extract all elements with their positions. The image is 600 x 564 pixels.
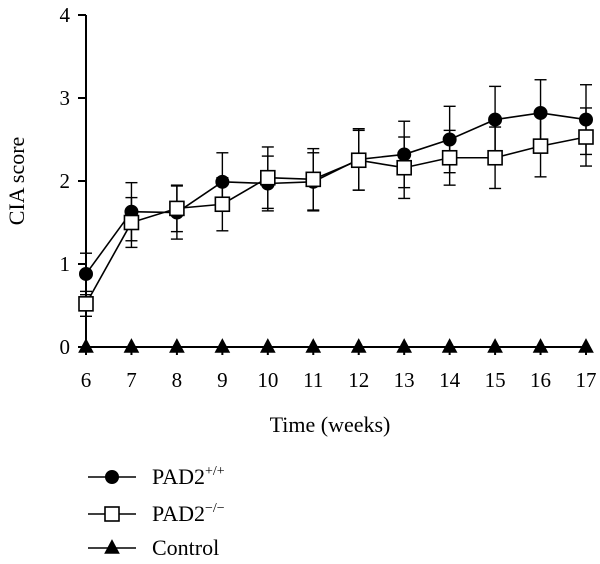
legend-marker [104, 506, 120, 522]
x-ticks: 6 7 8 9 10 11 12 13 14 15 16 17 [81, 347, 597, 392]
x-tick-label: 6 [81, 368, 92, 392]
series-2 [78, 338, 594, 353]
data-point [214, 338, 231, 353]
data-point [396, 159, 412, 176]
data-point [169, 338, 185, 353]
data-point [260, 169, 276, 186]
data-point [78, 338, 94, 353]
x-tick-label: 16 [530, 368, 551, 392]
series-line [85, 136, 587, 305]
legend-label: PAD2+/+ [152, 464, 225, 489]
data-point [578, 338, 594, 353]
data-point [350, 338, 367, 353]
data-point [123, 338, 140, 353]
legend-label-superscript: −/− [205, 501, 225, 516]
data-point [441, 338, 458, 353]
legend-item: Control [88, 535, 219, 560]
data-point [214, 196, 231, 213]
legend-item: PAD2−/− [88, 501, 225, 526]
series-line [85, 112, 587, 275]
y-tick-label: 1 [60, 252, 71, 276]
y-tick-label: 2 [60, 169, 71, 193]
legend: PAD2+/+ PAD2−/− Control [88, 464, 225, 560]
series-1 [78, 107, 594, 317]
legend-marker [105, 470, 119, 484]
legend-label: PAD2−/− [152, 501, 225, 526]
x-tick-label: 13 [394, 368, 415, 392]
y-tick-label: 0 [60, 335, 71, 359]
x-tick-label: 9 [217, 368, 228, 392]
y-axis-title: CIA score [4, 137, 29, 226]
x-tick-label: 8 [172, 368, 183, 392]
x-tick-label: 12 [348, 368, 369, 392]
legend-label-superscript: +/+ [205, 464, 225, 479]
data-point [441, 149, 458, 166]
x-tick-label: 10 [257, 368, 278, 392]
series-0 [79, 79, 593, 296]
axes [85, 15, 586, 348]
data-point [487, 149, 503, 166]
x-tick-label: 15 [485, 368, 506, 392]
data-point [78, 296, 94, 312]
x-tick-label: 14 [439, 368, 461, 392]
y-tick-label: 3 [60, 86, 71, 110]
data-point [123, 214, 140, 231]
data-point [305, 171, 322, 188]
data-point [305, 338, 322, 353]
data-point [169, 200, 185, 217]
x-tick-label: 7 [126, 368, 137, 392]
legend-item: PAD2+/+ [88, 464, 225, 489]
y-ticks: 0 1 2 3 4 [60, 3, 86, 359]
data-point [532, 138, 549, 154]
data-point [396, 338, 413, 353]
data-point [578, 129, 594, 145]
data-point [532, 338, 549, 353]
data-point [487, 338, 503, 353]
data-point [79, 266, 93, 281]
data-point [488, 112, 503, 127]
y-tick-label: 4 [60, 3, 71, 27]
x-axis-title: Time (weeks) [270, 412, 391, 437]
legend-label: Control [152, 535, 219, 560]
data-point [350, 152, 367, 169]
data-point [259, 338, 276, 353]
plot-area [78, 79, 594, 353]
legend-marker [104, 539, 120, 554]
x-tick-label: 17 [576, 368, 597, 392]
x-tick-label: 11 [303, 368, 323, 392]
